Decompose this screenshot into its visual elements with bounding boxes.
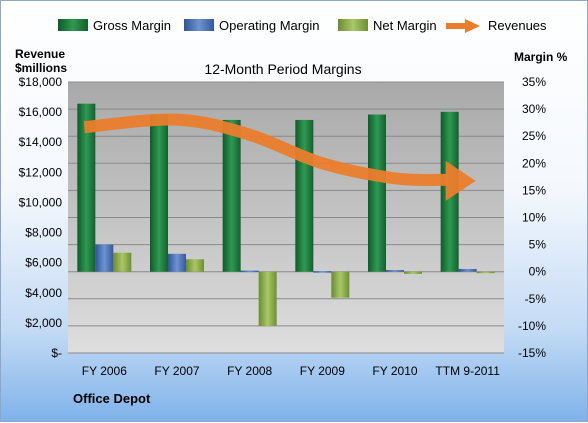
revenue-arrowhead-icon	[445, 160, 476, 201]
right-tick-label: 10%	[522, 211, 546, 225]
legend-swatch-gross-margin	[58, 19, 88, 31]
right-tick-label: 0%	[529, 265, 547, 279]
bar-net-margin	[476, 271, 495, 274]
legend-label-gross-margin: Gross Margin	[93, 18, 171, 33]
bar-operating-margin	[240, 270, 259, 273]
revenue-layer	[83, 113, 476, 201]
category-label: TTM 9-2011	[435, 364, 500, 378]
legend-arrowhead-revenues-icon	[465, 19, 480, 33]
bar-gross-margin	[77, 103, 96, 272]
left-tick-label: $18,000	[19, 75, 63, 89]
left-tick-label: $2,000	[25, 316, 62, 330]
company-label: Office Depot	[73, 391, 151, 406]
bar-operating-margin	[313, 271, 332, 273]
left-tick-label: $-	[51, 346, 62, 360]
bar-net-margin	[331, 271, 350, 298]
bar-gross-margin	[368, 114, 386, 272]
right-axis-title: Margin %	[514, 50, 568, 64]
legend-item-gross-margin: Gross Margin	[58, 18, 171, 33]
right-tick-label: 25%	[522, 129, 546, 143]
bar-operating-margin	[386, 270, 404, 272]
category-label: FY 2010	[372, 364, 417, 378]
category-label: FY 2007	[154, 364, 199, 378]
legend-swatch-net-margin	[338, 19, 368, 31]
left-tick-label: $16,000	[19, 105, 63, 119]
right-axis-ticks: -15% -10% -5% 0% 5% 10% 15% 20% 25% 30% 35%	[518, 75, 546, 360]
right-tick-label: 15%	[522, 183, 546, 197]
legend-item-revenues: Revenues	[446, 18, 547, 33]
bar-operating-margin	[95, 244, 114, 272]
right-tick-label: -5%	[525, 292, 547, 306]
category-label: FY 2006	[82, 364, 127, 378]
left-tick-label: $8,000	[25, 226, 62, 240]
gridlines	[68, 81, 504, 354]
right-tick-label: 20%	[522, 156, 546, 170]
legend-label-revenues: Revenues	[488, 18, 547, 33]
revenue-line	[83, 113, 448, 187]
legend-item-net-margin: Net Margin	[338, 18, 437, 33]
category-label: FY 2008	[227, 364, 272, 378]
right-tick-label: -15%	[518, 346, 546, 360]
bar-net-margin	[186, 259, 204, 272]
legend: Gross Margin Operating Margin Net Margin…	[58, 18, 547, 33]
left-axis-title-line2: $millions	[15, 61, 67, 75]
category-labels: FY 2006 FY 2007 FY 2008 FY 2009 FY 2010 TTM 9…	[82, 364, 500, 378]
legend-item-operating-margin: Operating Margin	[184, 18, 319, 33]
bar-net-margin	[113, 252, 132, 272]
bar-operating-margin	[168, 253, 186, 272]
bar-operating-margin	[458, 268, 477, 272]
right-tick-label: 35%	[522, 75, 546, 89]
bar-net-margin	[404, 271, 422, 274]
category-label: FY 2009	[300, 364, 345, 378]
left-tick-label: $14,000	[19, 135, 63, 149]
bar-gross-margin	[222, 119, 241, 272]
left-axis-ticks: $- $2,000 $4,000 $6,000 $8,000 $10,000 $12,000…	[19, 75, 63, 360]
legend-label-net-margin: Net Margin	[373, 18, 437, 33]
chart-title: 12-Month Period Margins	[204, 61, 361, 77]
legend-label-operating-margin: Operating Margin	[219, 18, 319, 33]
bar-gross-margin	[150, 114, 168, 272]
left-tick-label: $10,000	[19, 195, 63, 209]
left-tick-label: $12,000	[19, 165, 63, 179]
right-tick-label: -10%	[518, 319, 546, 333]
legend-swatch-operating-margin	[184, 19, 214, 31]
left-tick-label: $4,000	[25, 286, 62, 300]
left-axis-title-line1: Revenue	[15, 47, 65, 61]
bar-gross-margin	[295, 119, 314, 272]
right-tick-label: 30%	[522, 102, 546, 116]
left-tick-label: $6,000	[25, 256, 62, 270]
right-tick-label: 5%	[529, 238, 547, 252]
bar-net-margin	[258, 271, 277, 326]
